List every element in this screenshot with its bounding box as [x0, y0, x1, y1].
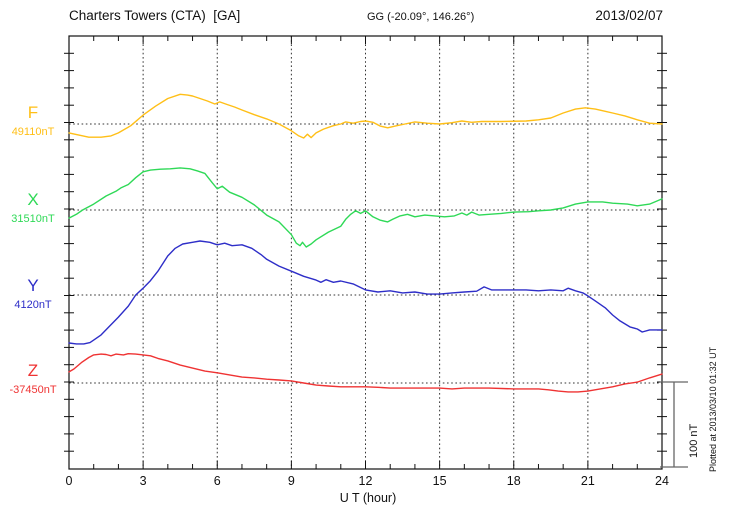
x-tick-label-21: 21 [580, 474, 595, 488]
channel-label-y: Y 4120nT [0, 276, 66, 311]
page-title: Charters Towers (CTA) [GA] [69, 8, 241, 23]
channel-baseline-x: 31510nT [11, 212, 55, 225]
date-label: 2013/02/07 [595, 8, 663, 23]
x-tick-label-3: 3 [139, 474, 147, 488]
channel-baseline-f: 49110nT [11, 125, 55, 138]
x-tick-label-6: 6 [213, 474, 221, 488]
scale-bar-label: 100 nT [688, 423, 700, 458]
x-tick-label-18: 18 [506, 474, 521, 488]
channel-label-z: Z -37450nT [0, 361, 66, 396]
x-tick-label-15: 15 [432, 474, 447, 488]
channel-baseline-y: 4120nT [14, 298, 52, 311]
channel-letter-f: F [27, 103, 39, 122]
x-tick-label-0: 0 [65, 474, 73, 488]
x-tick-label-24: 24 [655, 474, 669, 488]
x-tick-label-9: 9 [287, 474, 295, 488]
channel-letter-z: Z [27, 361, 39, 380]
channel-label-f: F 49110nT [0, 103, 66, 138]
plotted-at-note: Plotted at 2013/03/10 01:32 UT [708, 346, 718, 472]
channel-label-x: X 31510nT [0, 190, 66, 225]
geographic-coordinates-label: GG (-20.09°, 146.26°) [367, 11, 475, 23]
x-tick-label-12: 12 [358, 474, 373, 488]
channel-letter-x: X [27, 190, 39, 209]
channel-letter-y: Y [27, 276, 39, 295]
channel-baseline-z: -37450nT [9, 383, 57, 396]
x-axis-label: U T (hour) [339, 491, 397, 505]
